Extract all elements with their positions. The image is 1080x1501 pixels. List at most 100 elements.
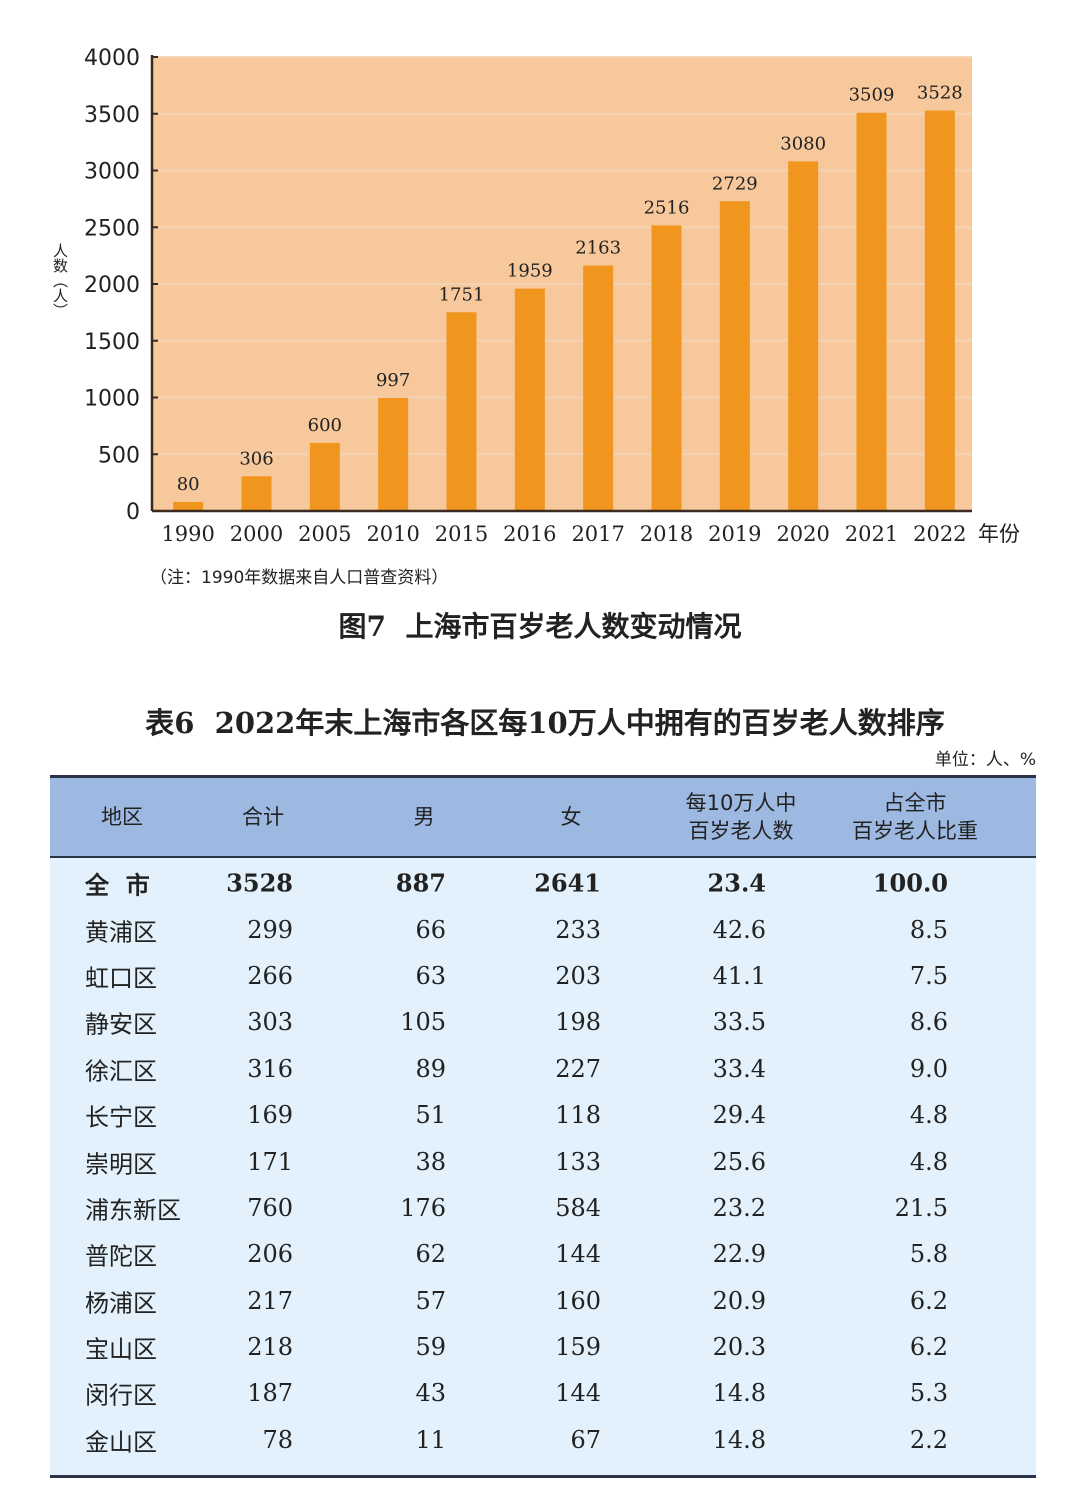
table-row: 崇明区 171 38 133 25.6 4.8 — [50, 1138, 1036, 1184]
data-label: 3080 — [780, 133, 826, 154]
district-cell: 浦东新区 — [85, 1196, 181, 1225]
value-cell: 20.3 — [712, 1333, 766, 1362]
value-cell: 133 — [555, 1147, 601, 1176]
value-cell: 5.8 — [909, 1240, 948, 1269]
bar — [924, 110, 955, 512]
value-cell: 100.0 — [872, 868, 948, 898]
table-title: 表6 2022年末上海市各区每10万人中拥有的百岁老人数排序 — [145, 706, 945, 740]
y-tick-label: 3000 — [84, 160, 140, 185]
table-row: 杨浦区 217 57 160 20.9 6.2 — [50, 1278, 1036, 1324]
value-cell: 67 — [570, 1425, 601, 1454]
data-label: 3509 — [849, 85, 895, 106]
bar — [378, 397, 409, 511]
data-label: 2516 — [644, 197, 690, 218]
value-cell: 203 — [555, 961, 601, 990]
x-tick-label: 1990 — [161, 522, 214, 546]
value-cell: 6.2 — [909, 1333, 948, 1362]
column-header: 女 — [560, 805, 582, 829]
value-cell: 176 — [400, 1193, 446, 1222]
table-header: 地区 合计 男 女 每10万人中 百岁老人数 占全市 百岁老人比重 — [50, 775, 1036, 858]
column-header: 每10万人中 百岁老人数 — [685, 791, 797, 843]
value-cell: 42.6 — [712, 915, 766, 944]
bar — [309, 442, 340, 511]
table-unit: 单位：人、% — [934, 750, 1036, 770]
value-cell: 171 — [247, 1147, 293, 1176]
value-cell: 227 — [555, 1054, 601, 1083]
value-cell: 62 — [415, 1240, 446, 1269]
value-cell: 33.5 — [712, 1008, 766, 1037]
column-header: 地区 — [101, 805, 143, 829]
table-row: 闵行区 187 43 144 14.8 5.3 — [50, 1370, 1036, 1416]
bar — [651, 225, 682, 511]
value-cell: 3528 — [226, 868, 293, 898]
value-cell: 187 — [247, 1379, 293, 1408]
y-tick-label: 1000 — [84, 387, 140, 412]
x-tick-label: 2021 — [845, 522, 898, 546]
value-cell: 23.4 — [707, 868, 766, 898]
district-cell: 闵行区 — [85, 1381, 157, 1410]
table-row: 徐汇区 316 89 227 33.4 9.0 — [50, 1046, 1036, 1092]
value-cell: 760 — [247, 1193, 293, 1222]
value-cell: 23.2 — [712, 1193, 766, 1222]
value-cell: 38 — [415, 1147, 446, 1176]
value-cell: 118 — [555, 1101, 601, 1130]
x-tick-label: 2018 — [640, 522, 693, 546]
bar — [856, 112, 887, 511]
y-tick-label: 4000 — [84, 46, 140, 71]
value-cell: 144 — [555, 1240, 601, 1269]
value-cell: 9.0 — [909, 1054, 948, 1083]
district-cell: 徐汇区 — [85, 1057, 157, 1086]
x-tick-label: 2019 — [708, 522, 761, 546]
value-cell: 144 — [555, 1379, 601, 1408]
data-label: 997 — [376, 370, 410, 391]
total-row: 全 市 3528 887 2641 23.4 100.0 — [50, 860, 1036, 906]
column-header: 占全市 百岁老人比重 — [852, 791, 978, 843]
x-tick-label: 2020 — [776, 522, 829, 546]
data-label: 1959 — [507, 261, 553, 282]
table-row: 长宁区 169 51 118 29.4 4.8 — [50, 1092, 1036, 1138]
value-cell: 33.4 — [712, 1054, 766, 1083]
value-cell: 21.5 — [894, 1193, 948, 1222]
bar — [173, 501, 204, 511]
value-cell: 206 — [247, 1240, 293, 1269]
value-cell: 299 — [247, 915, 293, 944]
column-header: 合计 — [242, 805, 284, 829]
chart-note: （注：1990年数据来自人口普查资料） — [150, 568, 449, 588]
x-tick-label: 2017 — [571, 522, 624, 546]
value-cell: 29.4 — [712, 1101, 766, 1130]
district-cell: 长宁区 — [85, 1103, 157, 1132]
table-row: 金山区 78 11 67 14.8 2.2 — [50, 1417, 1036, 1463]
y-tick-label: 1500 — [84, 330, 140, 355]
value-cell: 11 — [415, 1425, 446, 1454]
value-cell: 2641 — [534, 868, 601, 898]
table-row: 静安区 303 105 198 33.5 8.6 — [50, 999, 1036, 1045]
bar — [514, 288, 545, 511]
x-axis-label: 年份 — [978, 522, 1020, 546]
district-cell: 静安区 — [85, 1010, 157, 1039]
y-axis-label: 人数（人） — [51, 243, 69, 318]
bar — [446, 312, 477, 511]
value-cell: 14.8 — [712, 1379, 766, 1408]
data-label: 3528 — [917, 83, 963, 104]
bar — [788, 161, 819, 512]
value-cell: 198 — [555, 1008, 601, 1037]
value-cell: 78 — [262, 1425, 293, 1454]
table-body: 全 市 3528 887 2641 23.4 100.0 黄浦区 299 66 233 42.6 8.… — [50, 858, 1036, 1479]
column-header: 男 — [413, 805, 435, 829]
value-cell: 57 — [415, 1286, 446, 1315]
bar — [241, 476, 272, 511]
value-cell: 14.8 — [712, 1425, 766, 1454]
district-cell: 金山区 — [85, 1428, 157, 1457]
value-cell: 4.8 — [909, 1147, 948, 1176]
value-cell: 584 — [555, 1193, 601, 1222]
district-cell: 普陀区 — [85, 1242, 157, 1271]
district-cell: 崇明区 — [85, 1150, 157, 1179]
value-cell: 887 — [395, 868, 446, 898]
value-cell: 5.3 — [909, 1379, 948, 1408]
value-cell: 217 — [247, 1286, 293, 1315]
x-tick-label: 2000 — [230, 522, 283, 546]
value-cell: 266 — [247, 961, 293, 990]
x-tick-label: 2022 — [913, 522, 966, 546]
bar-chart: 0 500 1000 1500 2000 2500 3000 3500 4000 80 1990 30… — [51, 46, 1020, 546]
table-row: 宝山区 218 59 159 20.3 6.2 — [50, 1324, 1036, 1370]
